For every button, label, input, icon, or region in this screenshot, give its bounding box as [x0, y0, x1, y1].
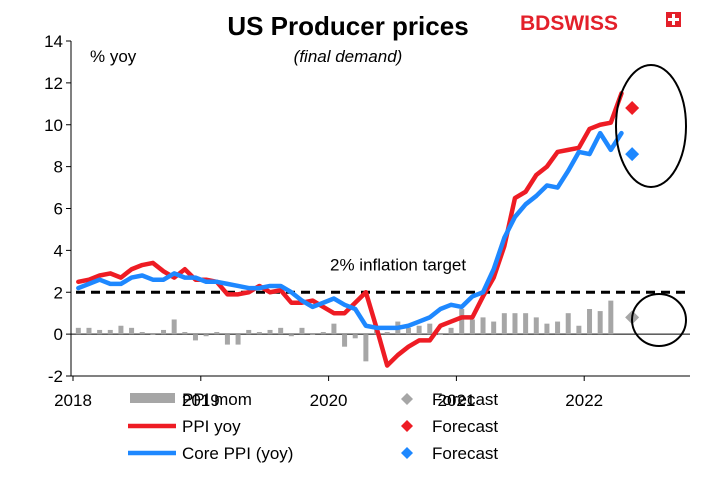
x-tick-label: 2021	[437, 391, 475, 410]
legend-label: Forecast	[432, 417, 498, 436]
y-axis: -2 0 2 4 6 8 10 12 14	[44, 32, 72, 386]
ppi-mom-bar	[150, 334, 156, 335]
ppi-mom-bar	[203, 334, 209, 337]
ppi-mom-bar	[352, 334, 358, 339]
chart-subtitle: (final demand)	[294, 47, 403, 66]
legend-swatch-diamond	[401, 420, 413, 432]
y-tick-label: 12	[44, 74, 63, 93]
ppi-yoy-line	[76, 91, 624, 368]
ppi-mom-bar	[437, 334, 443, 335]
ppi-mom-bar	[448, 327, 454, 335]
highlight-circle-yoy	[615, 64, 687, 188]
legend-swatch-diamond	[401, 447, 413, 459]
ppi-mom-bar	[192, 334, 198, 341]
ppi-mom-bar	[331, 323, 337, 335]
ppi-mom-bar	[565, 313, 571, 335]
ppi-mom-bar	[161, 329, 167, 335]
y-axis-label: % yoy	[90, 47, 137, 66]
ppi-mom-bar	[75, 327, 81, 335]
ppi-mom-bar	[597, 311, 603, 335]
ppi-mom-bar	[480, 317, 486, 335]
target-annotation: 2% inflation target	[330, 255, 466, 274]
legend-swatch-bar	[130, 393, 175, 403]
ppi-mom-bar	[469, 319, 475, 335]
ppi-mom-bar	[587, 309, 593, 335]
x-tick-label: 2019	[182, 391, 220, 410]
legend-label: PPI mom	[182, 390, 252, 409]
swiss-cross-icon	[666, 12, 681, 27]
core-ppi-line	[76, 130, 624, 331]
series-lines	[76, 91, 624, 368]
ppi-mom-bar	[299, 327, 305, 335]
ppi-mom-bar	[555, 321, 561, 335]
ppi-mom-bar	[278, 327, 284, 335]
forecast-marker	[625, 147, 640, 162]
y-tick-label: 10	[44, 116, 63, 135]
ppi-mom-bar	[129, 327, 135, 335]
ppi-mom-bar	[310, 334, 316, 335]
ppi-mom-bar	[342, 334, 348, 347]
y-tick-label: 6	[54, 200, 63, 219]
ppi-mom-bar	[512, 313, 518, 335]
ppi-mom-bar	[97, 329, 103, 335]
ppi-mom-bar	[576, 325, 582, 335]
ppi-mom-bar	[214, 332, 220, 335]
ppi-mom-bar	[384, 332, 390, 335]
highlight-circle-mom	[631, 293, 687, 347]
ppi-mom-bar	[501, 313, 507, 335]
ppi-mom-bar	[405, 327, 411, 335]
y-tick-label: -2	[48, 367, 63, 386]
ppi-mom-bar	[224, 334, 230, 345]
x-tick-label: 2018	[54, 391, 92, 410]
legend-swatch-diamond	[401, 393, 413, 405]
ppi-mom-bar	[533, 317, 539, 335]
ppi-mom-bar	[118, 325, 124, 335]
ppi-mom-bar	[544, 323, 550, 335]
legend: PPI mom Forecast PPI yoy Forecast Core PPI (…	[128, 390, 498, 463]
y-tick-label: 0	[54, 325, 63, 344]
ppi-mom-bar	[491, 321, 497, 335]
ppi-mom-bar	[267, 329, 273, 335]
ppi-mom-bar	[107, 329, 113, 335]
legend-label: PPI yoy	[182, 417, 241, 436]
chart-title: US Producer prices	[227, 11, 468, 41]
ppi-mom-bar	[171, 319, 177, 335]
ppi-mom-bar	[320, 332, 326, 335]
ppi-mom-bar	[86, 327, 92, 335]
x-tick-label: 2022	[565, 391, 603, 410]
forecast-marker	[625, 101, 640, 115]
ppi-mom-bar	[256, 332, 262, 335]
ppi-mom-bar	[246, 329, 252, 335]
y-tick-label: 2	[54, 283, 63, 302]
y-tick-label: 8	[54, 158, 63, 177]
ppi-mom-bar	[139, 332, 145, 335]
ppi-mom-bar	[416, 325, 422, 335]
y-tick-label: 4	[54, 241, 63, 260]
y-tick-label: 14	[44, 32, 63, 51]
legend-label: Core PPI (yoy)	[182, 444, 293, 463]
brand-logo-text: BDSWISS	[520, 12, 618, 35]
x-tick-label: 2020	[310, 391, 348, 410]
ppi-mom-bar	[235, 334, 241, 345]
brand-logo: BDSWISS	[520, 12, 681, 35]
legend-label: Forecast	[432, 444, 498, 463]
legend-label: Forecast	[432, 390, 498, 409]
ppi-mom-bars	[75, 300, 614, 362]
ppi-mom-bar	[427, 323, 433, 335]
ppi-mom-bar	[363, 334, 369, 362]
ppi-mom-bar	[608, 300, 614, 335]
ppi-mom-bar	[182, 332, 188, 335]
ppi-mom-bar	[459, 309, 465, 335]
ppi-mom-bar	[288, 334, 294, 337]
ppi-mom-bar	[523, 313, 529, 335]
